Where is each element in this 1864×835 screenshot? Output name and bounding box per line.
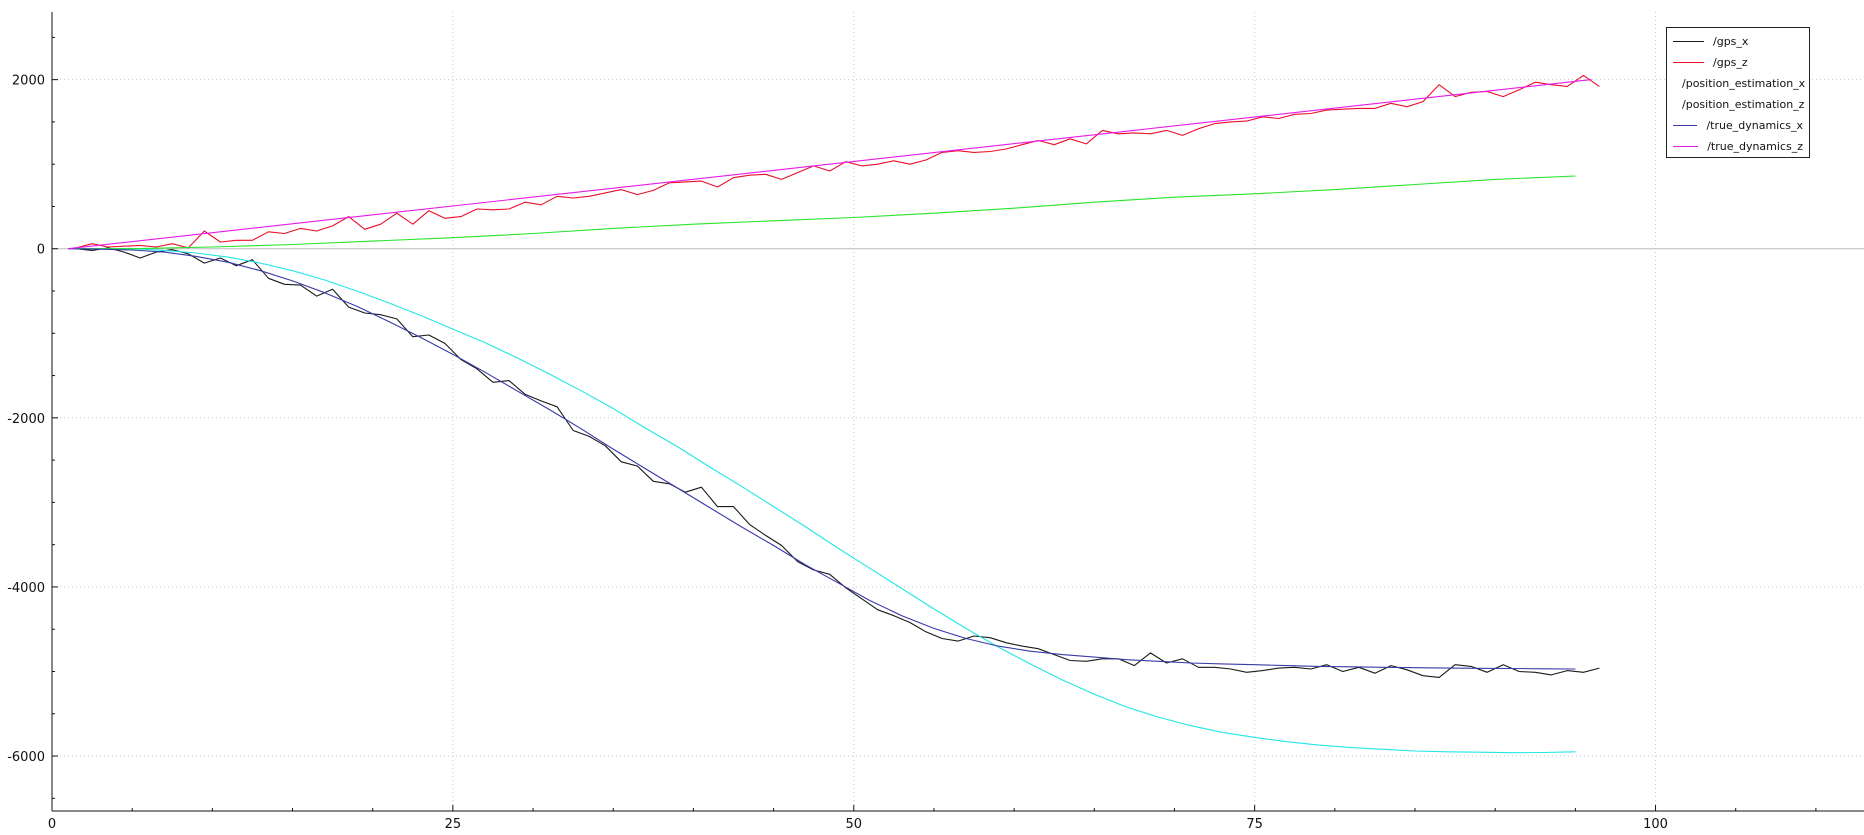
x-tick-label: 50 bbox=[845, 817, 862, 832]
legend-item-true-dynamics-x: /true_dynamics_x bbox=[1673, 115, 1803, 136]
axes bbox=[51, 12, 1864, 812]
legend-item-position-estimation-x: /position_estimation_x bbox=[1673, 73, 1806, 94]
legend-swatch bbox=[1673, 41, 1704, 42]
legend-label: /position_estimation_z bbox=[1682, 98, 1805, 111]
x-tick-label: 25 bbox=[445, 817, 462, 832]
y-tick-label: -6000 bbox=[7, 750, 45, 765]
legend-item-position-estimation-z: /position_estimation_z bbox=[1673, 94, 1805, 115]
grid-lines bbox=[52, 12, 1864, 811]
legend: /gps_x/gps_z/position_estimation_x/posit… bbox=[1666, 27, 1810, 158]
axis-ticks: 0 25 50 75 100 2000 0 -2000 -4000 -6000 bbox=[7, 36, 1817, 832]
y-tick-label: -2000 bbox=[7, 412, 45, 427]
x-tick-label: 75 bbox=[1246, 817, 1263, 832]
y-tick-label: -4000 bbox=[7, 581, 45, 596]
legend-label: /true_dynamics_z bbox=[1707, 140, 1803, 153]
legend-swatch bbox=[1673, 62, 1704, 63]
x-tick-label: 0 bbox=[48, 817, 56, 832]
x-tick-label: 100 bbox=[1643, 817, 1668, 832]
legend-item-gps-x: /gps_x bbox=[1673, 31, 1803, 52]
legend-item-true-dynamics-z: /true_dynamics_z bbox=[1673, 136, 1803, 157]
series-line-gps-x bbox=[76, 247, 1600, 678]
series-line-gps-z bbox=[75, 74, 1600, 249]
legend-label: /gps_z bbox=[1713, 56, 1748, 69]
series-line-true-dynamics-x bbox=[67, 248, 1576, 670]
legend-swatch bbox=[1673, 146, 1699, 147]
legend-label: /gps_x bbox=[1713, 35, 1749, 48]
y-tick-label: 0 bbox=[37, 243, 45, 258]
series-line-true-dynamics-z bbox=[67, 79, 1592, 250]
series-line-position-estimation-x bbox=[68, 248, 1576, 754]
legend-label: /position_estimation_x bbox=[1682, 77, 1806, 90]
series-lines bbox=[67, 74, 1600, 754]
legend-item-gps-z: /gps_z bbox=[1673, 52, 1803, 73]
legend-swatch bbox=[1673, 125, 1698, 126]
series-line-position-estimation-z bbox=[68, 175, 1576, 250]
y-tick-label: 2000 bbox=[12, 74, 45, 89]
legend-label: /true_dynamics_x bbox=[1706, 119, 1803, 132]
